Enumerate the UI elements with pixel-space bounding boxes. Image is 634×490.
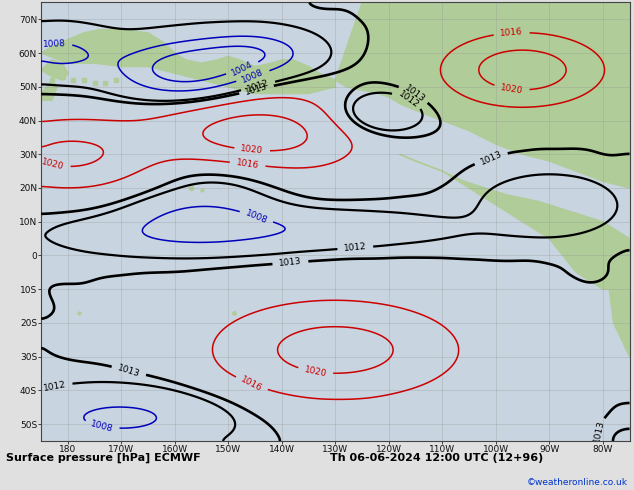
Text: 1016: 1016 [236, 158, 260, 171]
Text: 1008: 1008 [244, 208, 269, 225]
Text: 1020: 1020 [500, 83, 524, 96]
Text: 1008: 1008 [43, 39, 66, 49]
Text: 1012: 1012 [42, 380, 67, 392]
Text: 1013: 1013 [278, 257, 302, 269]
Text: ©weatheronline.co.uk: ©weatheronline.co.uk [527, 478, 628, 487]
Text: 1013: 1013 [479, 150, 503, 167]
Text: 1008: 1008 [240, 68, 265, 85]
Text: 1016: 1016 [239, 374, 264, 393]
Text: 1012: 1012 [344, 242, 367, 253]
Text: 1012: 1012 [396, 89, 420, 109]
Polygon shape [41, 80, 57, 100]
Text: 1013: 1013 [403, 83, 426, 104]
Text: 1013: 1013 [117, 363, 141, 378]
Text: 1012: 1012 [246, 78, 270, 94]
Text: 1016: 1016 [500, 27, 524, 39]
Polygon shape [41, 60, 68, 80]
Polygon shape [603, 239, 634, 424]
Text: 1020: 1020 [240, 145, 264, 156]
Polygon shape [335, 2, 630, 188]
Text: Th 06-06-2024 12:00 UTC (12+96): Th 06-06-2024 12:00 UTC (12+96) [330, 453, 543, 463]
Text: 1020: 1020 [41, 157, 65, 171]
Text: 1013: 1013 [244, 82, 269, 97]
Text: 1020: 1020 [303, 365, 328, 378]
Text: Surface pressure [hPa] ECMWF: Surface pressure [hPa] ECMWF [6, 453, 201, 463]
Text: 1008: 1008 [89, 419, 114, 434]
Text: 1004: 1004 [230, 59, 255, 77]
Text: 1013: 1013 [593, 419, 606, 443]
Polygon shape [41, 29, 335, 94]
Polygon shape [399, 154, 630, 289]
